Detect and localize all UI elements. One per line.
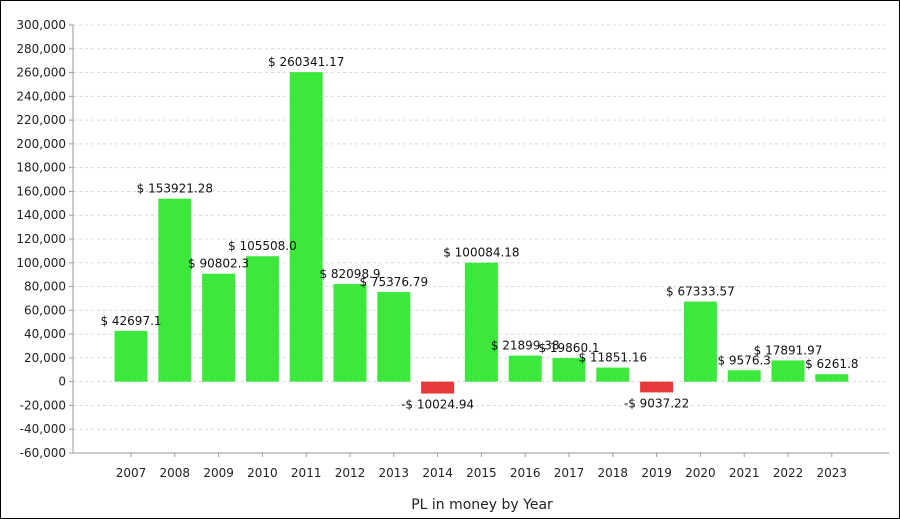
bar-2023	[815, 374, 849, 382]
y-tick-label: 280,000	[16, 42, 66, 56]
data-label-2018: $ 11851.16	[578, 351, 647, 365]
data-label-2010: $ 105508.0	[228, 239, 297, 253]
y-axis-ticks: 300,000 280,000 260,000 240,000 220,000 200,0…	[16, 18, 73, 460]
y-tick-label: 0	[58, 375, 66, 389]
bar-2007	[114, 330, 148, 382]
y-tick-label: 260,000	[16, 66, 66, 80]
x-tick-label: 2014	[422, 466, 453, 480]
bar-2022	[771, 360, 805, 382]
bar-2012	[333, 284, 367, 382]
data-label-2022: $ 17891.97	[754, 343, 823, 357]
x-tick-label: 2008	[160, 466, 191, 480]
x-tick-label: 2011	[291, 466, 322, 480]
x-tick-label: 2015	[466, 466, 497, 480]
bar-2008	[158, 198, 192, 382]
data-labels: $ 42697.1 $ 153921.28 $ 90802.3 $ 105508.0 $…	[100, 55, 858, 411]
x-tick-label: 2012	[335, 466, 366, 480]
y-tick-label: 40,000	[24, 327, 66, 341]
x-axis-ticks: 2007 2008 2009 2010 2011 2012 2013 2014 2015 2016…	[116, 453, 847, 480]
bar-2020	[683, 301, 717, 382]
data-label-2009: $ 90802.3	[188, 257, 249, 271]
bar-2016	[508, 355, 542, 382]
data-label-2015: $ 100084.18	[443, 246, 519, 260]
bar-2010	[245, 256, 279, 382]
y-tick-label: -40,000	[20, 422, 66, 436]
x-axis-title: PL in money by Year	[411, 497, 553, 513]
y-tick-label: 100,000	[16, 256, 66, 270]
y-tick-label: 160,000	[16, 184, 66, 198]
x-tick-label: 2018	[598, 466, 629, 480]
x-tick-label: 2007	[116, 466, 147, 480]
y-tick-label: 200,000	[16, 137, 66, 151]
data-label-2013: $ 75376.79	[359, 275, 428, 289]
x-tick-label: 2023	[817, 466, 848, 480]
data-label-2016: $ 21899.38	[491, 339, 560, 353]
y-tick-label: -20,000	[20, 398, 66, 412]
y-tick-label: 220,000	[16, 113, 66, 127]
data-label-2012: $ 82098.9	[319, 267, 380, 281]
y-tick-label: 140,000	[16, 208, 66, 222]
y-tick-label: 20,000	[24, 351, 66, 365]
x-tick-label: 2022	[773, 466, 804, 480]
data-label-2023: $ 6261.8	[805, 357, 858, 371]
x-tick-label: 2021	[729, 466, 760, 480]
x-tick-label: 2013	[379, 466, 410, 480]
x-tick-label: 2019	[641, 466, 672, 480]
bar-2011	[289, 72, 323, 382]
data-label-2007: $ 42697.1	[100, 314, 161, 328]
data-label-2008: $ 153921.28	[137, 182, 213, 196]
y-tick-label: 180,000	[16, 161, 66, 175]
bar-2018	[596, 367, 630, 382]
x-tick-label: 2010	[247, 466, 278, 480]
bar-2015	[464, 262, 498, 382]
grid-lines	[73, 24, 889, 454]
data-label-2020: $ 67333.57	[666, 285, 735, 299]
bar-2014	[421, 381, 455, 394]
x-tick-label: 2020	[685, 466, 716, 480]
data-label-2014: -$ 10024.94	[401, 398, 474, 412]
bars	[114, 72, 849, 394]
data-label-2021: $ 9576.3	[717, 353, 770, 367]
y-tick-label: 300,000	[16, 18, 66, 32]
bar-2009	[202, 273, 236, 382]
y-tick-label: 120,000	[16, 232, 66, 246]
y-tick-label: 60,000	[24, 303, 66, 317]
bar-2019	[640, 381, 674, 393]
data-label-2017: $ 19860.1	[538, 341, 599, 355]
bar-2013	[377, 292, 411, 382]
x-tick-label: 2016	[510, 466, 541, 480]
data-label-2011: $ 260341.17	[268, 55, 344, 69]
y-tick-label: 80,000	[24, 280, 66, 294]
bar-2017	[552, 358, 586, 382]
x-tick-label: 2017	[554, 466, 585, 480]
data-label-2019: -$ 9037.22	[624, 396, 689, 410]
y-tick-label: -60,000	[20, 446, 66, 460]
x-tick-label: 2009	[203, 466, 234, 480]
y-tick-label: 240,000	[16, 89, 66, 103]
bar-2021	[727, 370, 761, 382]
